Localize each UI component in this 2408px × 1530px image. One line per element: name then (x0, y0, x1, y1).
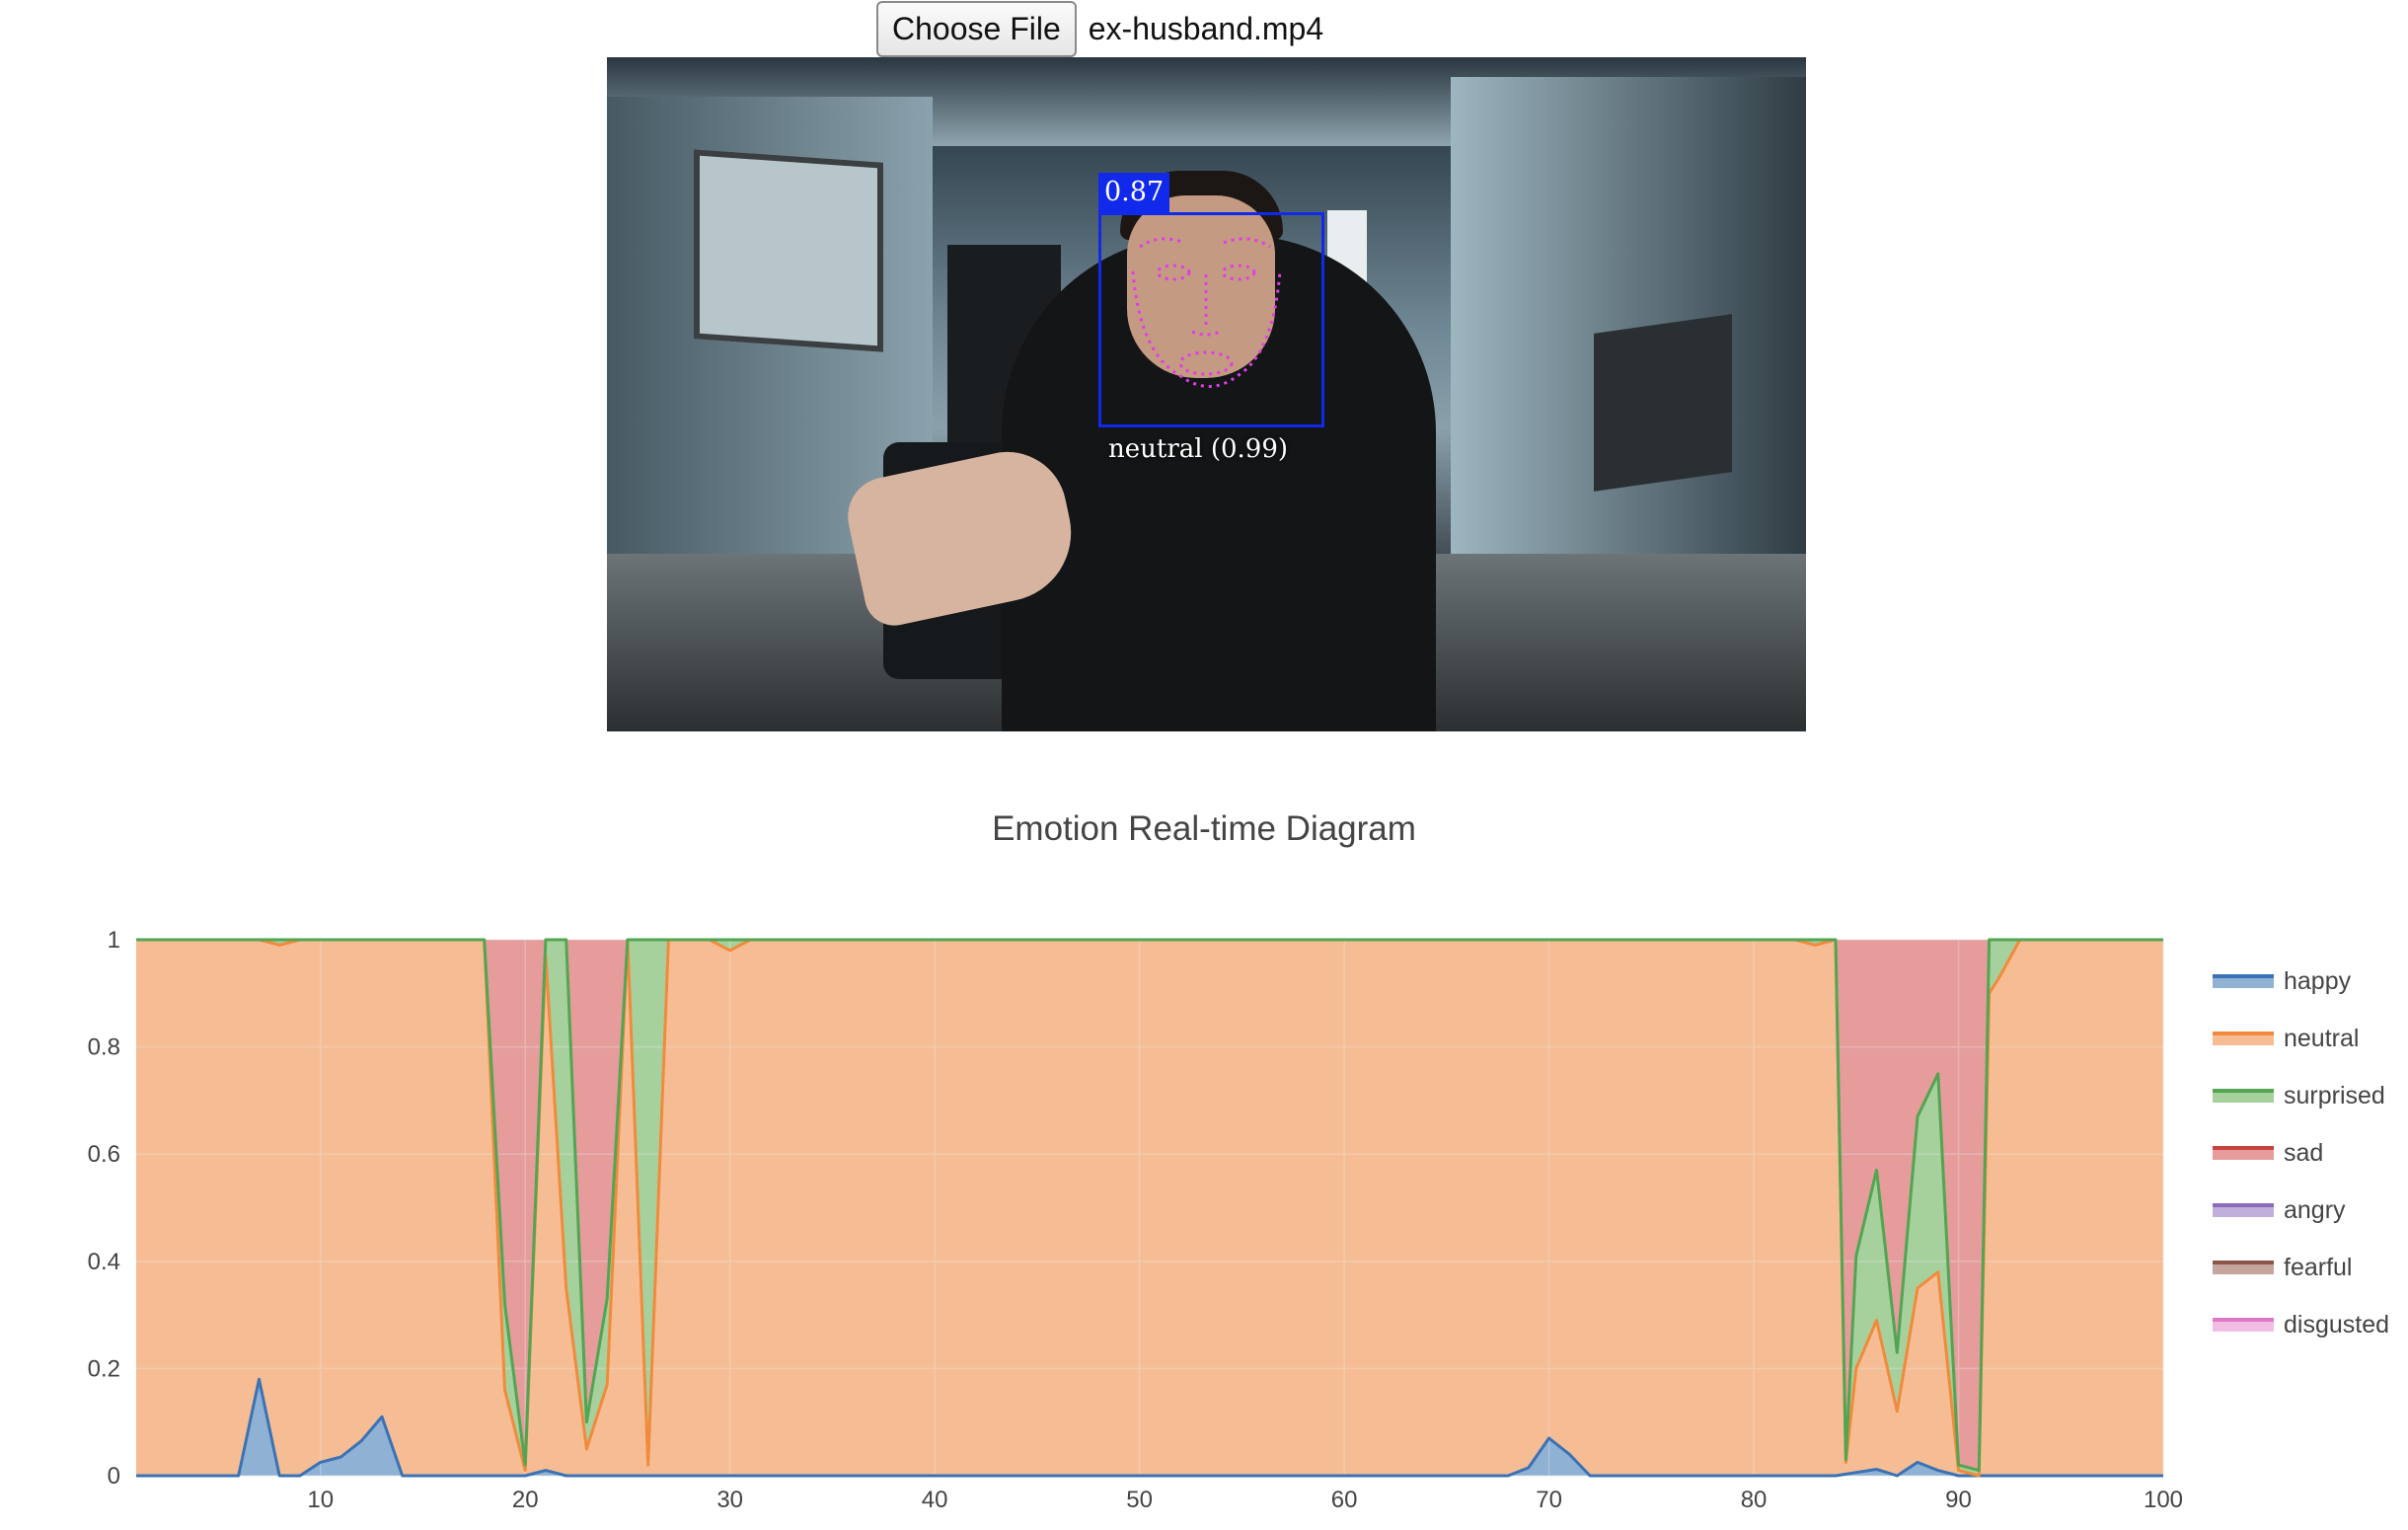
y-tick-label: 1 (108, 927, 120, 954)
legend-label: surprised (2284, 1081, 2385, 1109)
y-tick-label: 0.6 (88, 1141, 120, 1168)
x-tick-label: 60 (1331, 1487, 1358, 1513)
video-frame[interactable]: 0.87 neutral (0.99) (607, 57, 1806, 731)
selected-file-name: ex-husband.mp4 (1088, 10, 1324, 46)
x-tick-label: 100 (2144, 1487, 2183, 1513)
x-tick-label: 20 (512, 1487, 539, 1513)
y-tick-label: 0.8 (88, 1034, 120, 1061)
legend-swatch (2213, 1089, 2274, 1103)
legend-item-happy[interactable]: happy (2213, 953, 2389, 1010)
person-face (1127, 195, 1275, 378)
legend-label: happy (2284, 966, 2352, 995)
file-input-row: Choose File ex-husband.mp4 (876, 0, 1323, 57)
legend-item-sad[interactable]: sad (2213, 1124, 2389, 1182)
x-axis-ticks: 10 20 30 40 50 60 70 80 90 100 (307, 1487, 2183, 1513)
legend-swatch (2213, 1146, 2274, 1160)
expression-label: neutral (0.99) (1108, 434, 1289, 464)
legend-swatch (2213, 1032, 2274, 1045)
chart-lines (136, 938, 2163, 1478)
legend-swatch (2213, 1261, 2274, 1274)
legend-label: neutral (2284, 1024, 2360, 1052)
legend-item-angry[interactable]: angry (2213, 1182, 2389, 1239)
legend-swatch (2213, 974, 2274, 988)
y-tick-label: 0.4 (88, 1249, 120, 1275)
legend-label: angry (2284, 1195, 2346, 1224)
legend-item-disgusted[interactable]: disgusted (2213, 1296, 2389, 1353)
x-tick-label: 90 (1945, 1487, 1972, 1513)
legend-label: disgusted (2284, 1310, 2390, 1339)
emotion-area-chart[interactable]: 10 20 30 40 50 60 70 80 90 100 0 0.2 0.4 0.6 0.8 1 (0, 888, 2408, 1530)
choose-file-button[interactable]: Choose File (876, 0, 1077, 57)
line-surprised (136, 938, 2163, 1473)
legend-item-fearful[interactable]: fearful (2213, 1239, 2389, 1296)
x-tick-label: 80 (1741, 1487, 1768, 1513)
area-happy (136, 1379, 2163, 1476)
legend-item-neutral[interactable]: neutral (2213, 1010, 2389, 1067)
chart-title: Emotion Real-time Diagram (992, 809, 1416, 848)
area-surprised (136, 940, 2163, 1476)
x-tick-label: 30 (716, 1487, 743, 1513)
legend-swatch (2213, 1203, 2274, 1217)
face-landmarks (1131, 237, 1282, 388)
detection-score: 0.87 (1098, 173, 1170, 212)
face-detection-box (1098, 212, 1324, 427)
chart-legend: happy neutral surprised sad angry fearful disg… (2213, 953, 2389, 1353)
area-sad (136, 940, 2163, 1471)
x-tick-label: 40 (922, 1487, 948, 1513)
y-axis-ticks: 0 0.2 0.4 0.6 0.8 1 (88, 927, 120, 1490)
legend-label: fearful (2284, 1253, 2353, 1281)
y-tick-label: 0 (108, 1463, 120, 1490)
legend-swatch (2213, 1318, 2274, 1332)
x-tick-label: 50 (1126, 1487, 1153, 1513)
line-happy (136, 1377, 2163, 1478)
x-tick-label: 10 (307, 1487, 334, 1513)
chart-areas (136, 940, 2163, 1476)
legend-item-surprised[interactable]: surprised (2213, 1067, 2389, 1124)
legend-label: sad (2284, 1138, 2324, 1167)
y-tick-label: 0.2 (88, 1355, 120, 1382)
x-tick-label: 70 (1536, 1487, 1562, 1513)
